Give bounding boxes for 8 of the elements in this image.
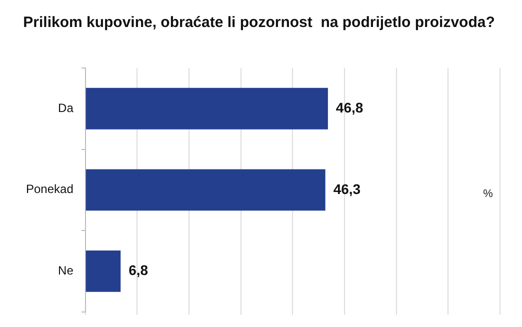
y-tick-label: Ne	[58, 263, 74, 278]
data-label: 46,8	[336, 99, 364, 116]
text: %	[483, 188, 494, 200]
y-tick-label: Da	[58, 100, 74, 115]
data-label: 46,3	[333, 180, 361, 197]
chart-title: Prilikom kupovine, obraćate li pozornost na podrijetlo proizvoda?	[23, 14, 495, 32]
data-label: 6,8	[128, 262, 148, 278]
y-tick-label: Ponekad	[26, 182, 74, 196]
